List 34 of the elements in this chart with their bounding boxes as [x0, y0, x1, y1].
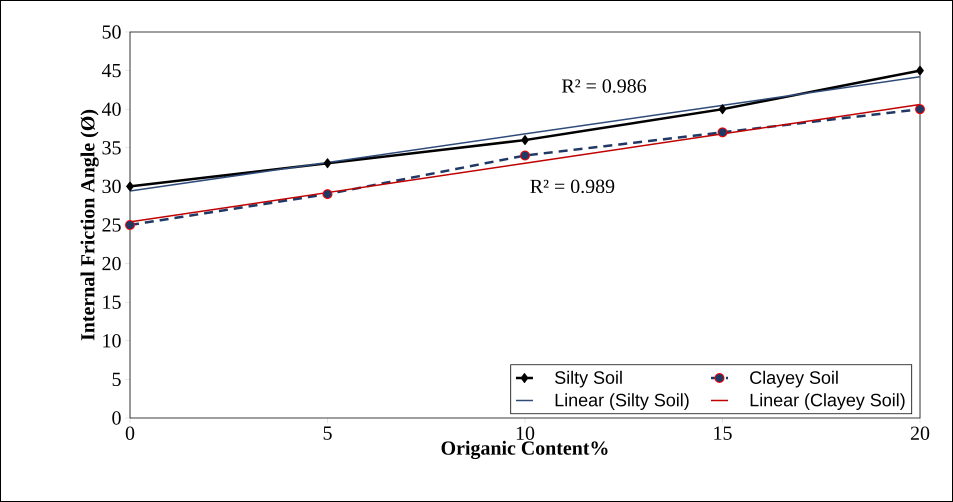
point — [718, 127, 728, 138]
point — [915, 104, 926, 114]
legend-label: Linear (Clayey Soil) — [750, 393, 905, 410]
point — [125, 220, 136, 230]
x-tick-label: 15 — [714, 426, 732, 440]
y-tick-label: 10 — [103, 334, 121, 348]
x-tick-label: 5 — [324, 426, 332, 440]
y-tick-label: 20 — [102, 256, 121, 270]
point — [718, 104, 726, 114]
point — [322, 189, 333, 200]
annotation: R² = 0.986 — [562, 79, 646, 93]
y-axis-title: Internal Friction Angle (Ø) — [80, 110, 99, 340]
y-tick-label: 30 — [102, 180, 121, 194]
y-tick-label: 45 — [102, 64, 121, 78]
point — [520, 150, 530, 161]
x-tick-label: 20 — [910, 426, 930, 440]
y-tick-label: 25 — [102, 218, 121, 232]
y-tick-label: 0 — [112, 411, 121, 425]
annotation: R² = 0.989 — [530, 180, 614, 194]
point — [126, 181, 134, 192]
legend-label: Clayey Soil — [750, 370, 838, 388]
point — [324, 158, 332, 168]
y-tick-label: 40 — [102, 102, 121, 116]
y-tick-label: 50 — [102, 25, 121, 39]
legend-label: Linear (Silty Soil) — [556, 393, 689, 410]
point — [916, 66, 924, 76]
y-tick-label: 15 — [103, 296, 121, 309]
point — [521, 135, 529, 146]
x-tick-label: 0 — [126, 426, 134, 440]
y-tick-label: 5 — [112, 372, 121, 386]
x-tick-label: 10 — [516, 426, 534, 440]
y-tick-label: 35 — [102, 141, 121, 154]
x-axis-title: Origanic Content% — [442, 440, 608, 460]
legend-label: Silty Soil — [555, 370, 622, 388]
